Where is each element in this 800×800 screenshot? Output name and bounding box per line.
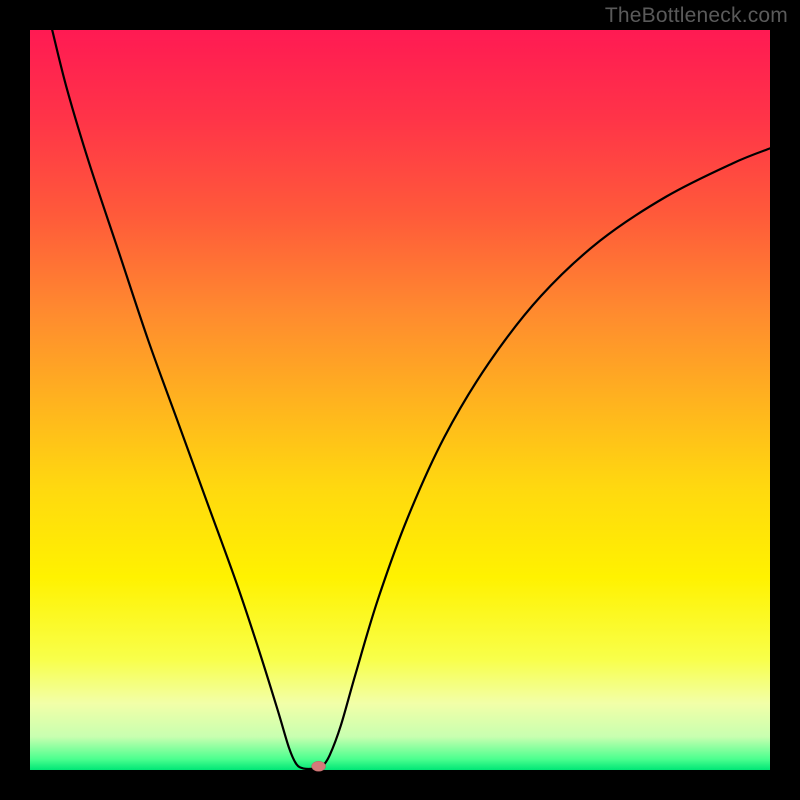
plot-background xyxy=(30,30,770,770)
bottleneck-chart xyxy=(0,0,800,800)
chart-container: TheBottleneck.com xyxy=(0,0,800,800)
optimum-marker xyxy=(312,761,326,771)
watermark-text: TheBottleneck.com xyxy=(605,4,788,28)
